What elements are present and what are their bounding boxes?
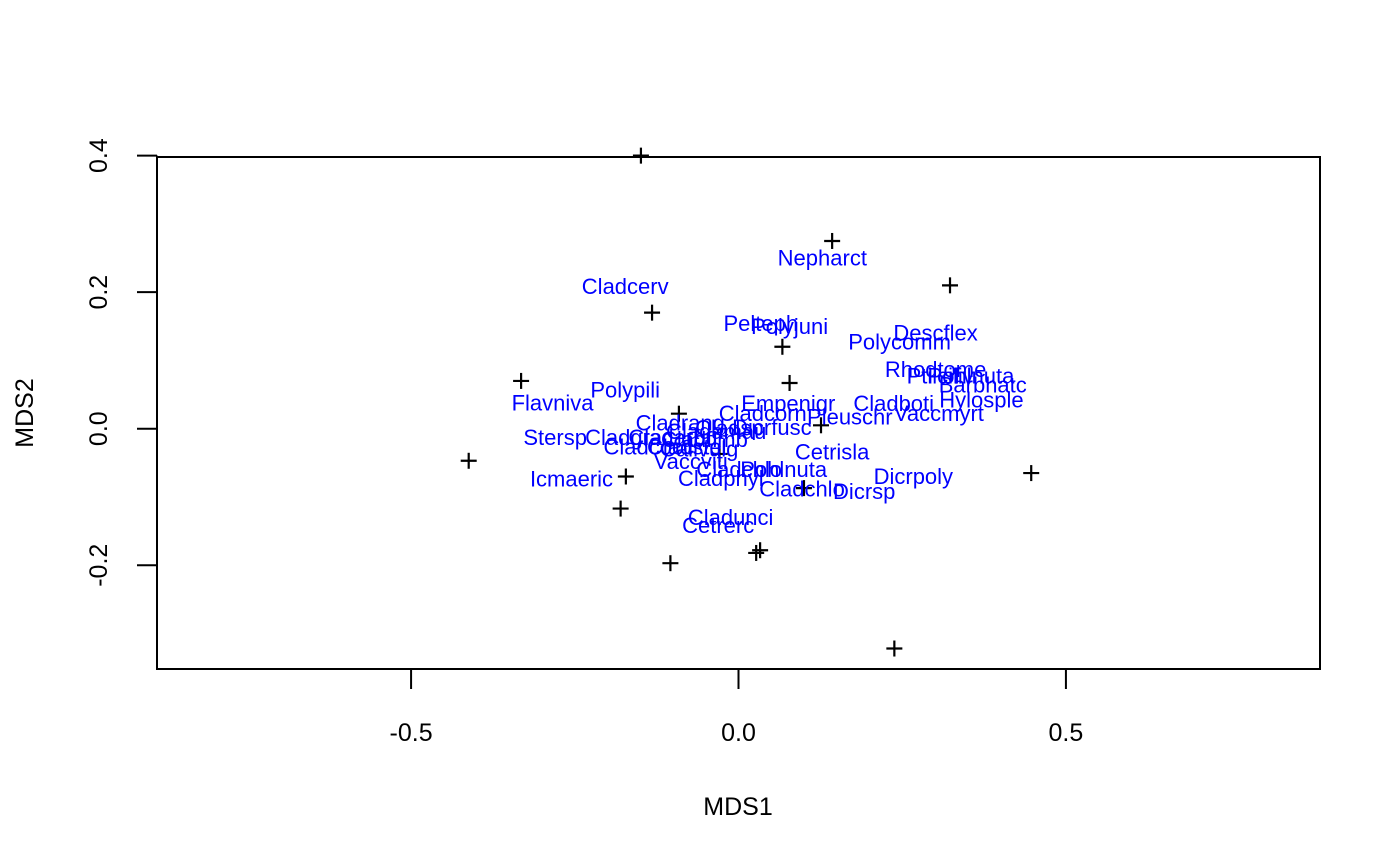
- species-label: Dicrfusc: [732, 415, 811, 440]
- site-point: [617, 468, 634, 485]
- site-point: [1023, 465, 1040, 482]
- species-label: Pelteph: [723, 311, 798, 336]
- species-label: Cladgrac: [585, 425, 673, 450]
- species-label: Empenigr: [741, 391, 835, 416]
- site-point: [632, 147, 649, 164]
- species-label: Nepharct: [778, 246, 867, 271]
- species-label: Polyjuni: [751, 314, 828, 339]
- species-label: Cladamau: [666, 419, 766, 444]
- species-label: Cladarbu: [628, 425, 717, 450]
- species-label: Vaccviti: [654, 449, 728, 474]
- y-tick-label: 0.2: [85, 275, 113, 310]
- species-label: Pohlnuta: [928, 364, 1016, 389]
- species-label: Hylosple: [939, 388, 1023, 413]
- site-point: [662, 555, 679, 572]
- species-label: Polypili: [590, 377, 660, 402]
- species-label: Polycomm: [848, 330, 951, 355]
- species-label: Ptilciliv: [907, 364, 974, 389]
- site-point: [711, 445, 728, 462]
- species-label: Cladrang: [636, 411, 725, 436]
- species-label: Barbhatc: [939, 373, 1027, 398]
- species-label: Cladcocc: [604, 435, 694, 460]
- species-label: Icmaeric: [530, 467, 613, 492]
- x-tick-label: 0.0: [721, 719, 756, 747]
- species-label: Cetrerc: [682, 513, 754, 538]
- x-axis: -0.5 0.0 0.5: [390, 668, 1084, 747]
- species-label: Cladchlo: [696, 457, 782, 482]
- species-label: Cladunci: [688, 505, 774, 530]
- x-axis-label: MDS1: [703, 793, 772, 821]
- site-point: [644, 304, 661, 321]
- site-point: [813, 417, 830, 434]
- x-tick-label: 0.5: [1049, 719, 1084, 747]
- species-label: Cladstel: [647, 435, 726, 460]
- site-points: [460, 147, 1040, 657]
- species-label: Dicrpoly: [874, 464, 953, 489]
- site-point: [752, 542, 769, 559]
- species-label: Cladfimb: [661, 427, 748, 452]
- site-point: [670, 405, 687, 422]
- y-tick-label: -0.2: [85, 544, 113, 587]
- site-point: [460, 452, 477, 469]
- species-label: Cladcerv: [582, 274, 669, 299]
- y-tick-label: 0.4: [85, 138, 113, 173]
- species-label: Rhodtome: [885, 357, 987, 382]
- species-label: Stersp: [523, 425, 587, 450]
- site-point: [612, 500, 629, 517]
- site-point: [781, 374, 798, 391]
- y-tick-label: 0.0: [85, 411, 113, 446]
- species-label: Dicrsp: [833, 479, 895, 504]
- site-point: [513, 372, 530, 389]
- x-tick-label: -0.5: [390, 719, 433, 747]
- species-label: Cladcorn: [719, 401, 807, 426]
- site-point: [824, 232, 841, 249]
- species-label: Cladchlo: [759, 476, 845, 501]
- species-label: Cladsp: [695, 416, 763, 441]
- site-point: [942, 277, 959, 294]
- y-axis: -0.2 0.0 0.2 0.4: [85, 138, 158, 587]
- species-label: Cetrisla: [795, 439, 870, 464]
- species-label: Vaccmyrt: [894, 401, 984, 426]
- site-point: [795, 480, 812, 497]
- species-label: Cladphyl: [678, 466, 764, 491]
- species-label: Flavniva: [512, 390, 595, 415]
- species-label: Descflex: [893, 321, 977, 346]
- species-label: Cladboti: [853, 391, 934, 416]
- species-label: Pleuschr: [807, 405, 893, 430]
- site-point: [748, 544, 765, 561]
- species-label: Callvulg: [660, 437, 738, 462]
- y-axis-label: MDS2: [11, 378, 39, 447]
- species-label: Pohlnuta: [740, 457, 828, 482]
- site-point: [774, 338, 791, 355]
- site-point: [886, 640, 903, 657]
